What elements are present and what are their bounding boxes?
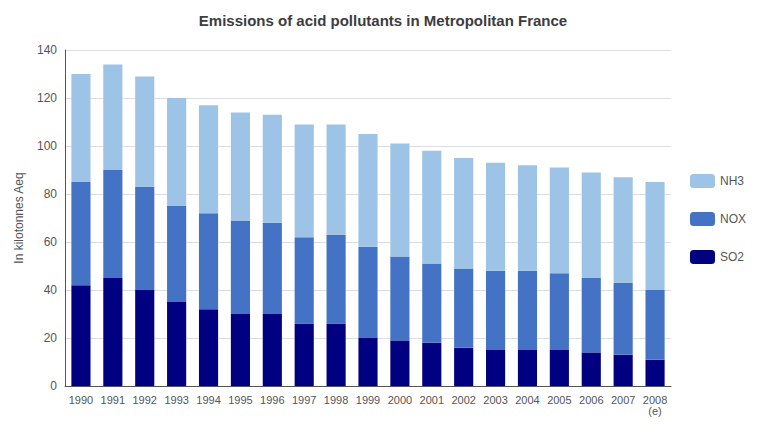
svg-text:120: 120 [37,91,57,105]
svg-text:2003: 2003 [483,394,507,406]
svg-text:2002: 2002 [451,394,475,406]
svg-text:80: 80 [44,187,58,201]
svg-text:2005: 2005 [547,394,571,406]
svg-text:NOX: NOX [720,212,746,226]
svg-text:140: 140 [37,43,57,57]
svg-text:(e): (e) [648,405,661,417]
svg-text:2004: 2004 [515,394,539,406]
svg-text:60: 60 [44,235,58,249]
svg-text:1997: 1997 [292,394,316,406]
svg-text:0: 0 [50,379,57,393]
svg-text:1998: 1998 [324,394,348,406]
svg-text:Emissions of acid pollutants i: Emissions of acid pollutants in Metropol… [199,12,567,29]
svg-text:1999: 1999 [356,394,380,406]
svg-text:2006: 2006 [579,394,603,406]
svg-text:20: 20 [44,331,58,345]
svg-text:40: 40 [44,283,58,297]
svg-text:100: 100 [37,139,57,153]
svg-text:2007: 2007 [611,394,635,406]
svg-text:1995: 1995 [228,394,252,406]
svg-text:1990: 1990 [69,394,93,406]
svg-text:NH3: NH3 [720,174,744,188]
svg-text:In kilotonnes Aeq: In kilotonnes Aeq [12,172,26,263]
svg-text:1991: 1991 [101,394,125,406]
svg-text:2008: 2008 [642,393,668,406]
svg-text:2000: 2000 [388,394,412,406]
svg-text:1993: 1993 [164,394,188,406]
svg-text:SO2: SO2 [720,250,744,264]
svg-text:2001: 2001 [420,394,444,406]
svg-text:1992: 1992 [132,394,156,406]
svg-text:1996: 1996 [260,394,284,406]
svg-text:1994: 1994 [196,394,220,406]
